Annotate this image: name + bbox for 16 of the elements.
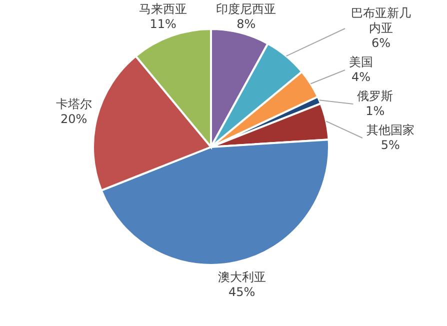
- slice-label: 印度尼西亚: [216, 2, 276, 16]
- data-label: 5%: [380, 138, 400, 152]
- slice-label: 其他国家: [366, 123, 414, 137]
- slice-label: 俄罗斯: [357, 89, 394, 103]
- data-label: 4%: [351, 70, 371, 84]
- slice-label: 美国: [349, 55, 373, 69]
- slice-label: 马来西亚: [139, 2, 188, 16]
- data-label: 1%: [366, 104, 385, 118]
- data-label: 11%: [150, 17, 176, 31]
- data-label: 45%: [228, 285, 256, 300]
- slice-label: 巴布亚新几内亚: [351, 6, 411, 35]
- slice-label: 澳大利亚: [218, 270, 266, 284]
- data-label: 20%: [60, 112, 88, 126]
- data-label: 8%: [236, 17, 256, 31]
- slice-label: 卡塔尔: [56, 96, 92, 111]
- data-label: 6%: [371, 36, 391, 50]
